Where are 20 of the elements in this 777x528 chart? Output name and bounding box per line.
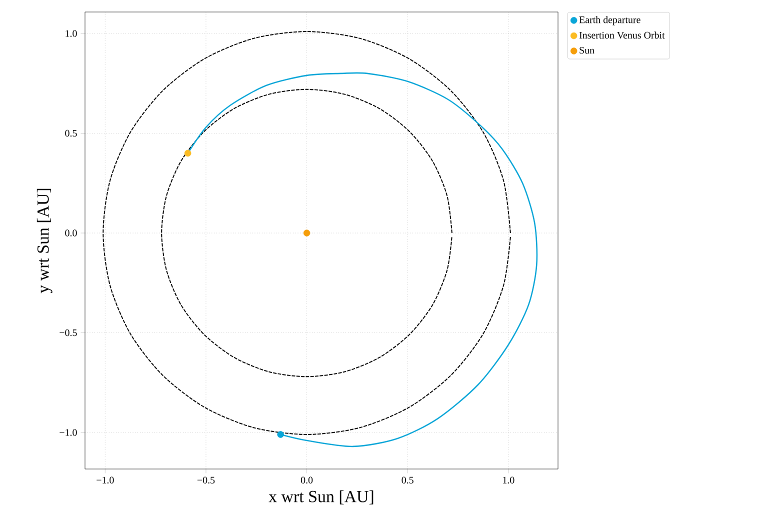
y-tick-label: 0.0: [65, 230, 77, 236]
x-tick-label: 0.5: [402, 476, 414, 484]
legend-label: Earth departure: [579, 16, 640, 26]
x-tick-label: −0.5: [197, 476, 215, 484]
x-axis-title: x wrt Sun [AU]: [268, 490, 374, 504]
y-tick-label: −0.5: [60, 329, 77, 336]
line-series: [102, 31, 511, 435]
y-tick-label: 1.0: [66, 30, 77, 37]
point: [184, 150, 192, 157]
legend-label: Sun: [580, 46, 594, 54]
line-series: [161, 88, 452, 378]
y-axis-title: y wrt Sun [AU]: [36, 188, 52, 294]
x-tick-label: 0.0: [300, 476, 313, 484]
legend-label: Insertion Venus Orbit: [579, 32, 665, 39]
y-tick-label: 0.5: [65, 130, 77, 137]
point: [303, 230, 310, 236]
x-tick-label: −1.0: [96, 476, 114, 484]
point: [277, 431, 284, 438]
y-tick-label: −1.0: [60, 429, 77, 436]
x-tick-label: 1.0: [503, 476, 514, 484]
